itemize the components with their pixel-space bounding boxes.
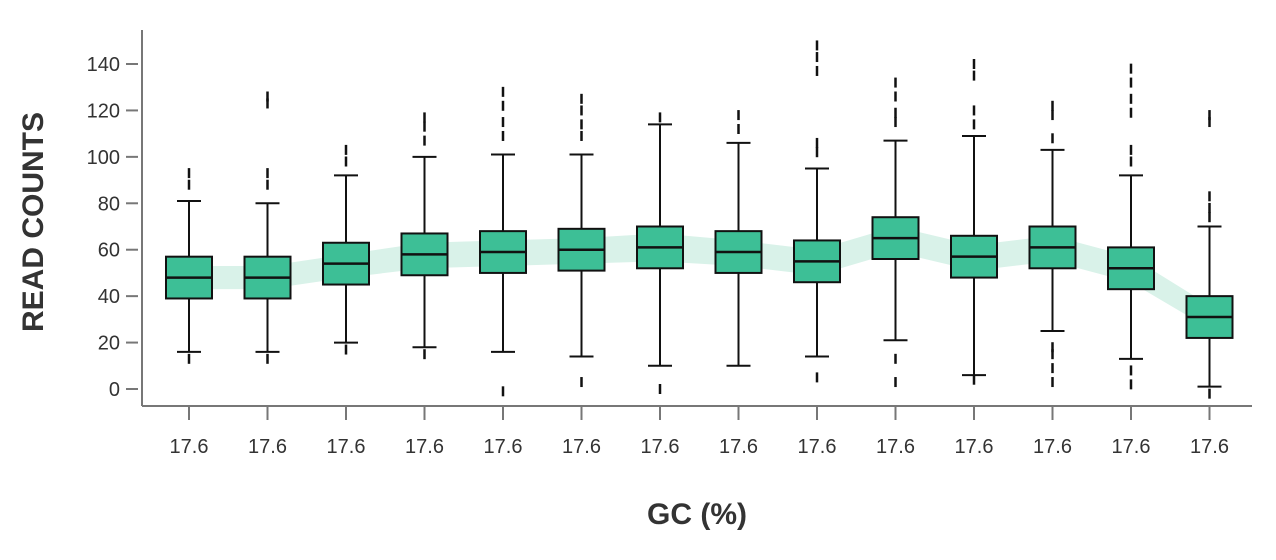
x-tick-label: 17.6 bbox=[641, 436, 680, 458]
box-group bbox=[950, 59, 998, 385]
x-tick-label: 17.6 bbox=[170, 436, 209, 458]
y-tick-label: 0 bbox=[109, 379, 120, 401]
box-group bbox=[871, 77, 920, 388]
box-group bbox=[793, 40, 841, 383]
y-tick-label: 80 bbox=[98, 193, 120, 215]
y-ticks: 0 20 40 60 80 100 120 140 bbox=[87, 54, 138, 401]
box-group bbox=[165, 168, 213, 364]
box-group bbox=[1028, 100, 1077, 388]
x-tick-label: 17.6 bbox=[955, 436, 994, 458]
box-group bbox=[400, 112, 449, 360]
y-axis-title: READ COUNTS bbox=[17, 112, 50, 332]
box-group bbox=[479, 86, 527, 397]
x-tick-label: 17.6 bbox=[1033, 436, 1072, 458]
y-tick-label: 120 bbox=[87, 100, 120, 122]
box-group bbox=[714, 110, 763, 367]
x-tick-label: 17.6 bbox=[327, 436, 366, 458]
x-tick-label: 17.6 bbox=[484, 436, 523, 458]
box-group bbox=[322, 144, 370, 355]
boxes bbox=[165, 40, 1234, 399]
x-tick-label: 17.6 bbox=[876, 436, 915, 458]
box-group bbox=[243, 91, 292, 364]
x-tick-label: 17.6 bbox=[798, 436, 837, 458]
box-group bbox=[557, 93, 606, 388]
x-tick-label: 17.6 bbox=[1190, 436, 1229, 458]
y-tick-label: 20 bbox=[98, 333, 120, 355]
y-tick-label: 60 bbox=[98, 240, 120, 262]
x-ticks: 17.6 17.6 17.6 17.6 17.6 17.6 17.6 17.6 17.6 17.6… bbox=[170, 406, 1229, 458]
box-group bbox=[1185, 110, 1234, 399]
x-axis-title: GC (%) bbox=[647, 498, 747, 531]
y-tick-label: 100 bbox=[87, 147, 120, 169]
x-tick-label: 17.6 bbox=[719, 436, 758, 458]
box-group bbox=[636, 112, 684, 394]
y-tick-label: 140 bbox=[87, 54, 120, 76]
x-tick-label: 17.6 bbox=[405, 436, 444, 458]
x-tick-label: 17.6 bbox=[562, 436, 601, 458]
x-tick-label: 17.6 bbox=[1112, 436, 1151, 458]
axes bbox=[141, 30, 1252, 407]
x-tick-label: 17.6 bbox=[248, 436, 287, 458]
y-tick-label: 40 bbox=[98, 286, 120, 308]
box-group bbox=[1107, 63, 1155, 390]
